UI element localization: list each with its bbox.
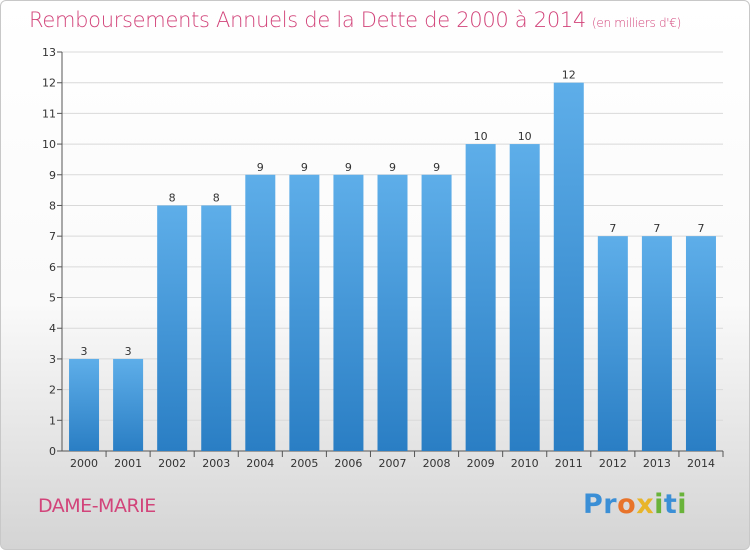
data-label-2007: 9 — [389, 161, 396, 174]
bar-2009 — [465, 144, 496, 452]
y-tick-label: 12 — [42, 77, 56, 90]
chart-title: Remboursements Annuels de la Dette de 20… — [29, 8, 586, 32]
x-tick-label-2003: 2003 — [202, 457, 230, 470]
bar-2001 — [113, 358, 144, 451]
data-label-2009: 10 — [474, 130, 488, 143]
data-labels: 3 3 8 8 9 9 9 9 9 10 10 12 7 7 7 — [81, 69, 705, 358]
y-tick-label: 5 — [49, 292, 56, 305]
data-label-2005: 9 — [301, 161, 308, 174]
logo-letter: P — [583, 489, 604, 520]
x-tick-label-2013: 2013 — [643, 457, 671, 470]
data-label-2004: 9 — [257, 161, 264, 174]
x-tick-labels: 2000 2001 2002 2003 2004 2005 2006 2007 2008 2009… — [70, 457, 715, 470]
bar-2012 — [597, 236, 628, 451]
data-label-2011: 12 — [562, 69, 576, 82]
x-tick-label-2006: 2006 — [334, 457, 362, 470]
x-tick-label-2005: 2005 — [290, 457, 318, 470]
y-tick-label: 6 — [49, 261, 56, 274]
bar-2010 — [509, 144, 540, 452]
bar-2011 — [553, 82, 584, 451]
y-tick-label: 11 — [42, 107, 56, 120]
data-label-2012: 7 — [609, 222, 616, 235]
proxiti-logo: Proxiti — [583, 489, 693, 523]
bar-2008 — [421, 174, 452, 451]
data-label-2014: 7 — [697, 222, 704, 235]
bar-2014 — [685, 236, 716, 451]
y-tick-label: 10 — [42, 138, 56, 151]
chart-title-line: Remboursements Annuels de la Dette de 20… — [29, 8, 681, 32]
data-label-2003: 8 — [213, 191, 220, 204]
bar-2000 — [69, 358, 100, 451]
data-label-2008: 9 — [433, 161, 440, 174]
y-tick-label: 3 — [49, 353, 56, 366]
logo-letter: o — [617, 489, 637, 520]
x-tick-label-2014: 2014 — [687, 457, 715, 470]
bar-2003 — [201, 205, 232, 451]
y-tick-label: 8 — [49, 199, 56, 212]
logo-letter: i — [677, 489, 688, 520]
bar-2013 — [641, 236, 672, 451]
chart-unit: (en milliers d'€) — [592, 16, 682, 30]
y-tick-label: 0 — [49, 445, 56, 458]
logo-letter: r — [603, 489, 618, 520]
bar-2004 — [245, 174, 276, 451]
y-tick-label: 4 — [49, 322, 56, 335]
x-tick-label-2002: 2002 — [158, 457, 186, 470]
bar-2002 — [157, 205, 188, 451]
y-tick-label: 1 — [49, 414, 56, 427]
data-label-2001: 3 — [125, 345, 132, 358]
y-tick-label: 13 — [42, 46, 56, 59]
data-label-2000: 3 — [81, 345, 88, 358]
bars — [69, 82, 716, 452]
y-tick-label: 7 — [49, 230, 56, 243]
commune-name: DAME-MARIE — [38, 495, 156, 517]
logo-letter: x — [636, 489, 655, 520]
bar-2005 — [289, 174, 320, 451]
data-label-2010: 10 — [518, 130, 532, 143]
x-tick-label-2009: 2009 — [467, 457, 495, 470]
data-label-2013: 7 — [653, 222, 660, 235]
x-tick-label-2011: 2011 — [555, 457, 583, 470]
y-tick-label: 2 — [49, 384, 56, 397]
x-tick-label-2007: 2007 — [379, 457, 407, 470]
bar-2006 — [333, 174, 364, 451]
x-tick-label-2004: 2004 — [246, 457, 274, 470]
x-tick-label-2008: 2008 — [423, 457, 451, 470]
logo-letter: i — [654, 489, 664, 520]
bar-2007 — [377, 174, 408, 451]
x-tick-label-2012: 2012 — [599, 457, 627, 470]
x-tick-label-2001: 2001 — [114, 457, 142, 470]
logo-letter: t — [663, 489, 678, 520]
data-label-2002: 8 — [169, 191, 176, 204]
y-tick-label: 9 — [49, 169, 56, 182]
x-tick-label-2000: 2000 — [70, 457, 98, 470]
data-label-2006: 9 — [345, 161, 352, 174]
x-tick-label-2010: 2010 — [511, 457, 539, 470]
